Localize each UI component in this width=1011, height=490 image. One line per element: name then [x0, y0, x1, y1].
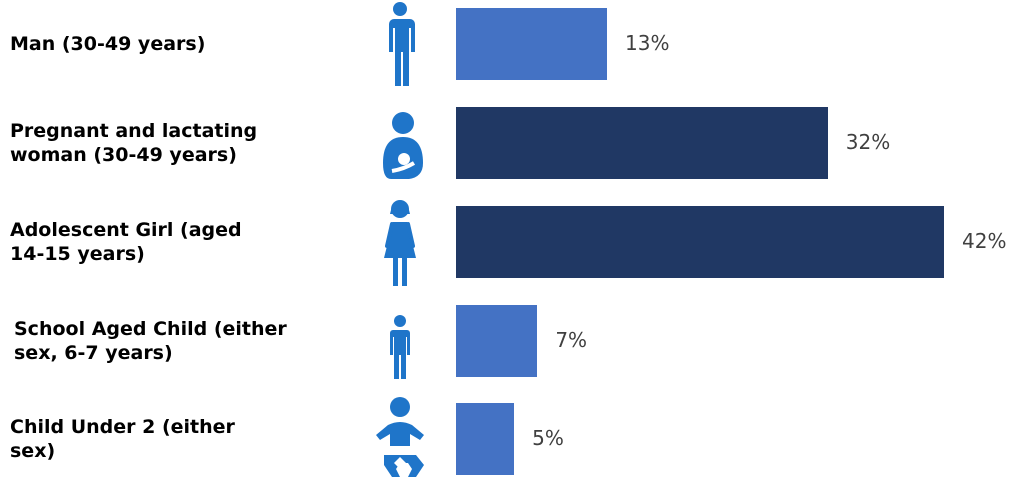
value-label: 42%: [962, 229, 1007, 253]
bar: [456, 305, 538, 377]
baby-icon: [370, 395, 430, 485]
category-label: Man (30-49 years): [10, 32, 205, 56]
category-label-line: sex, 6-7 years): [14, 342, 173, 364]
breastfeeding-mother-icon: [370, 99, 430, 189]
category-label-line: woman (30-49 years): [10, 144, 237, 166]
bar: [456, 403, 515, 475]
girl-icon: [370, 198, 430, 288]
category-label-line: Pregnant and lactating: [10, 120, 258, 142]
category-label: School Aged Child (either sex, 6-7 years): [14, 317, 287, 365]
category-label: Adolescent Girl (aged 14-15 years): [10, 218, 242, 266]
value-label: 5%: [532, 426, 564, 450]
value-label: 13%: [625, 31, 670, 55]
category-label: Child Under 2 (either sex): [10, 415, 235, 463]
value-label: 32%: [845, 130, 891, 154]
category-label-line: Man (30-49 years): [10, 33, 206, 55]
category-label-line: Adolescent Girl (aged: [10, 219, 242, 241]
value-label: 7%: [555, 328, 588, 352]
bar: [456, 206, 944, 278]
bar: [456, 107, 828, 179]
category-label: Pregnant and lactating woman (30-49 years…: [10, 119, 257, 167]
bar: [456, 8, 608, 80]
category-label-line: School Aged Child (either: [14, 318, 287, 340]
bar-chart: Man (30-49 years) 13% Pregnant and lactati…: [10, 0, 1007, 477]
child-icon: [370, 297, 430, 387]
category-label-line: sex): [10, 440, 56, 462]
category-label-line: Child Under 2 (either: [10, 416, 235, 438]
man-icon: [370, 0, 430, 90]
category-label-line: 14-15 years): [10, 243, 145, 265]
